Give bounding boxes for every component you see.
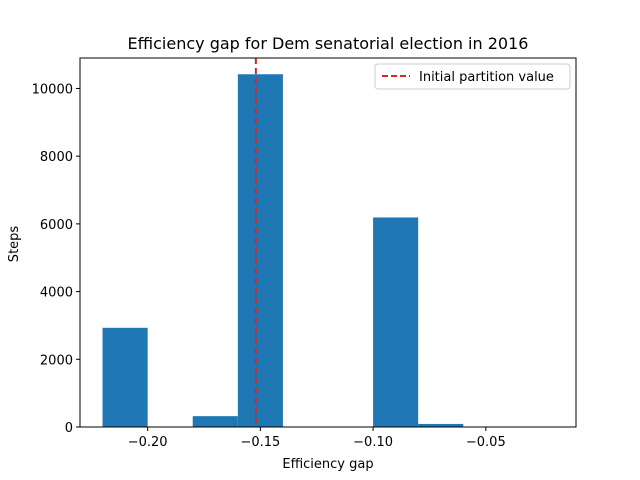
histogram-bar: [192, 416, 238, 427]
y-axis: 0 2000 4000 6000 8000 10000: [32, 82, 80, 436]
y-tick-label: 10000: [32, 82, 73, 97]
legend: Initial partition value: [374, 63, 571, 90]
histogram-bar: [418, 423, 464, 427]
x-tick-label: −0.05: [466, 435, 506, 450]
y-axis-label: Steps: [7, 226, 22, 263]
y-tick-label: 8000: [40, 150, 73, 165]
x-tick-label: −0.15: [240, 435, 280, 450]
histogram-bar: [237, 74, 283, 427]
histogram-bar: [373, 217, 419, 427]
legend-label: Initial partition value: [419, 70, 554, 85]
legend-box: [374, 63, 571, 90]
plot-frame: [79, 57, 577, 428]
y-tick-label: 2000: [40, 353, 73, 368]
x-axis: −0.20 −0.15 −0.10 −0.05: [128, 427, 506, 450]
y-tick-label: 6000: [40, 218, 73, 233]
histogram-bar: [102, 327, 148, 427]
x-tick-label: −0.20: [128, 435, 168, 450]
x-axis-label: Efficiency gap: [282, 457, 373, 472]
chart-title: Efficiency gap for Dem senatorial electi…: [128, 34, 529, 53]
bars-group: [102, 74, 464, 427]
y-tick-label: 4000: [40, 286, 73, 301]
x-tick-label: −0.10: [353, 435, 393, 450]
y-tick-label: 0: [65, 421, 73, 436]
